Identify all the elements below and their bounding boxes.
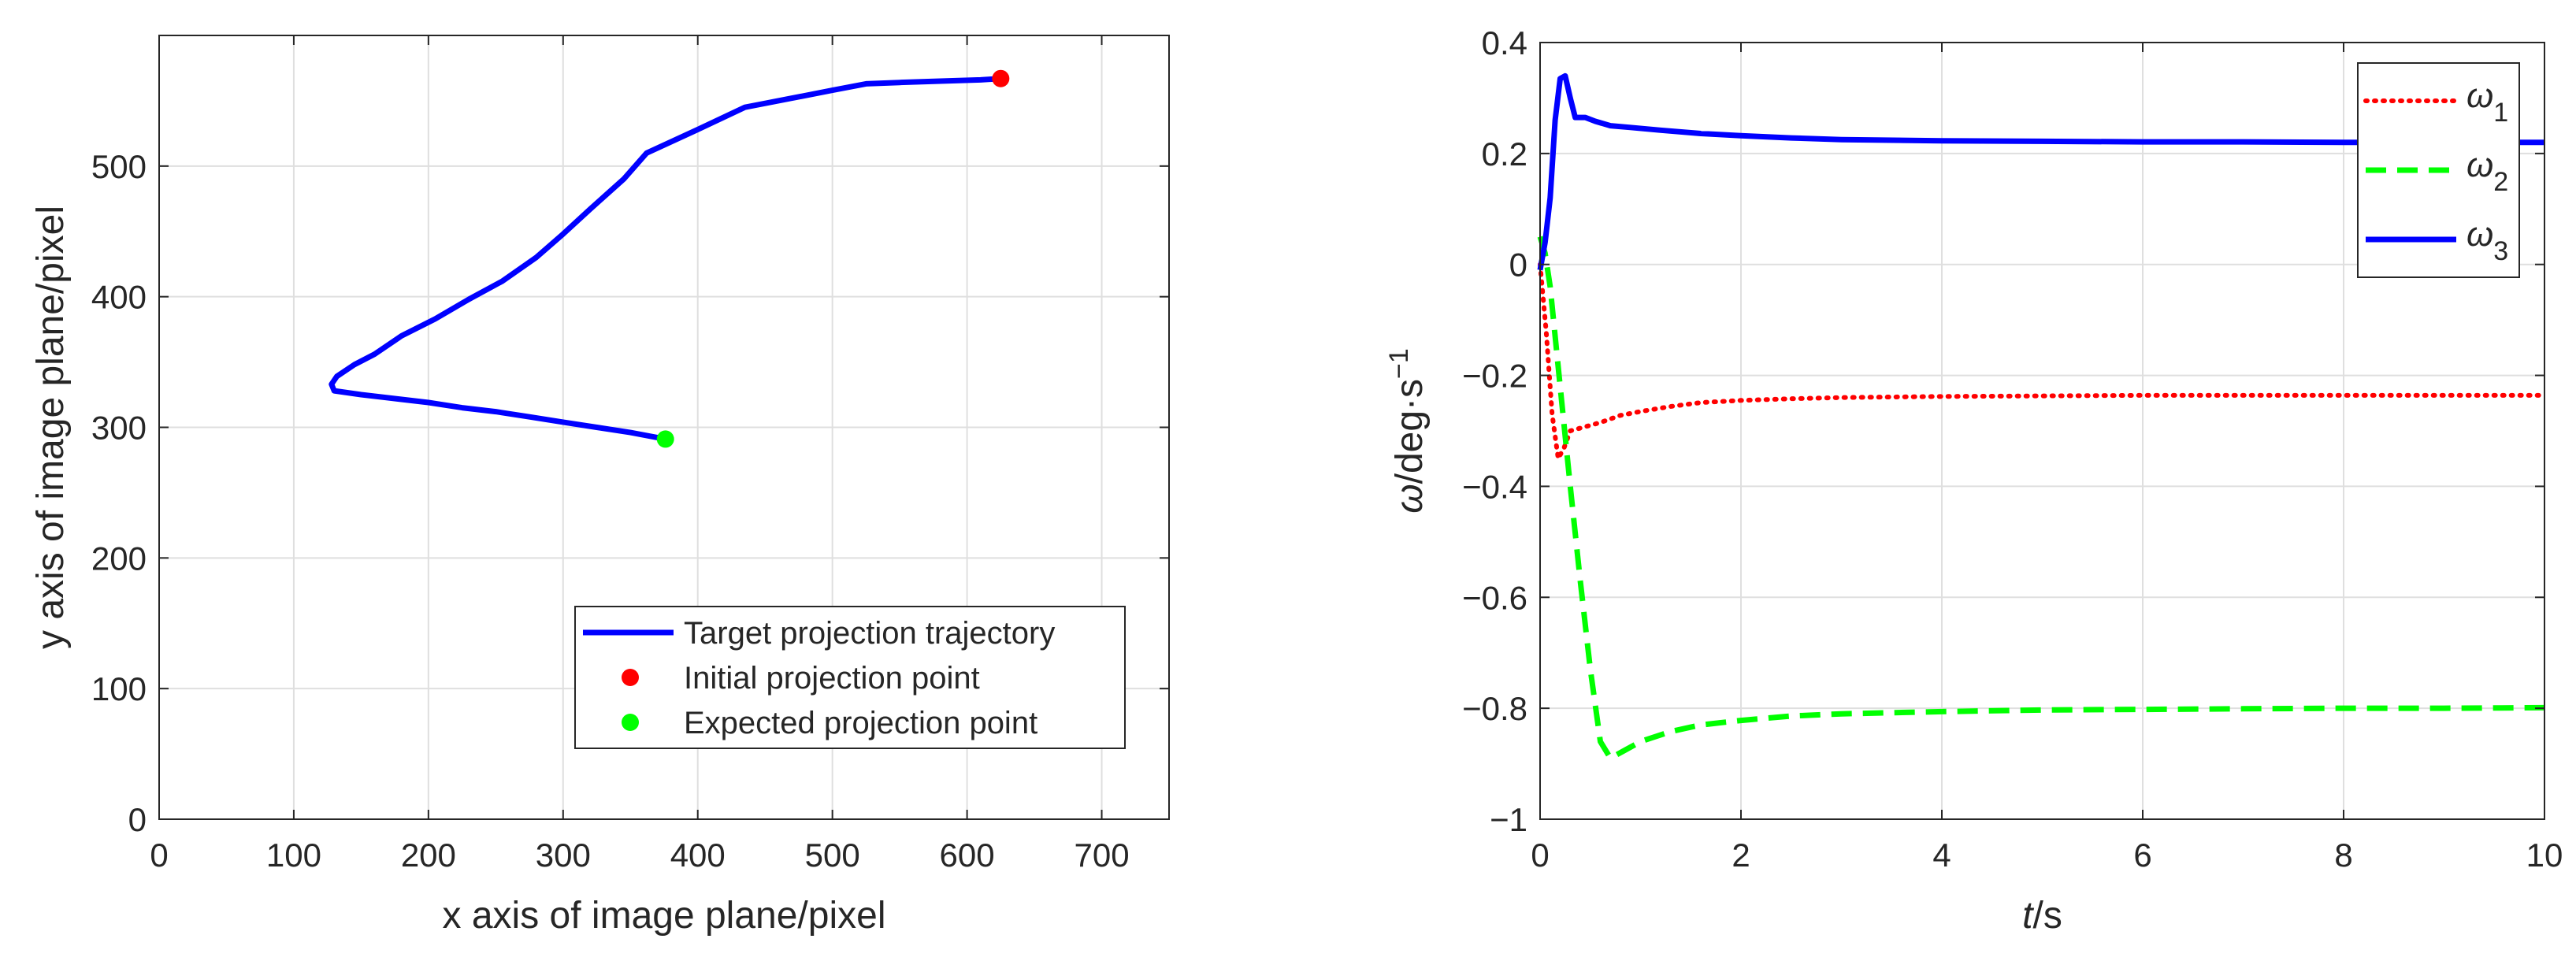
omega-x-tick-label: 4	[1932, 837, 1951, 874]
trajectory-chart: 0 100 200 300 400 500 600 700 0 100 200 300 400 500 x…	[30, 35, 1170, 937]
trajectory-legend-marker-2	[622, 714, 639, 731]
trajectory-x-tick-label: 400	[670, 837, 726, 874]
omega-y-tick-label: −0.2	[1462, 358, 1527, 395]
trajectory-x-tick-label: 0	[150, 837, 168, 874]
omega-axes-frame	[1539, 42, 2545, 820]
omega-legend-label-2: ω3	[2467, 215, 2508, 266]
omega-legend-label-0: ω1	[2467, 76, 2508, 128]
omega-x-axis-label: t/s	[2022, 895, 2062, 937]
trajectory-grid	[158, 35, 1169, 820]
omega-y-tick-label: −1	[1490, 801, 1527, 838]
omega-y-tick-label: −0.8	[1462, 690, 1527, 727]
omega-y-label-rest: /deg·s	[1389, 379, 1431, 484]
trajectory-y-tick-label: 0	[128, 801, 147, 838]
trajectory-plot-area	[328, 69, 1010, 448]
omega-y-tick-label: −0.6	[1462, 579, 1527, 616]
omega-legend: ω1 ω2 ω3	[2357, 62, 2520, 278]
omega-series-line-0	[1538, 262, 2547, 462]
trajectory-y-tick-label: 300	[91, 410, 147, 447]
omega-legend-label-1: ω2	[2467, 146, 2508, 197]
omega-x-tick-label: 2	[1732, 837, 1750, 874]
omega-y-label-italic: ω	[1389, 484, 1431, 513]
trajectory-y-tick-label: 100	[91, 670, 147, 707]
trajectory-y-tick-label: 500	[91, 148, 147, 185]
trajectory-legend-label-2: Expected projection point	[684, 706, 1037, 740]
omega-series-line-2	[1537, 72, 2544, 271]
trajectory-y-tick-label: 400	[91, 279, 147, 316]
trajectory-legend-label-1: Initial projection point	[684, 661, 980, 696]
trajectory-legend: Target projection trajectory Initial proj…	[574, 606, 1126, 749]
trajectory-y-tick-label: 200	[91, 540, 147, 577]
angular-velocity-chart: 0 2 4 6 8 10 −1 −0.8 −0.6 −0.4 −0.2 0 0.2 0.4 t/s ω/d…	[1384, 24, 2563, 937]
omega-x-tick-label: 0	[1531, 837, 1549, 874]
trajectory-marker-1	[992, 69, 1010, 87]
trajectory-x-tick-label: 600	[940, 837, 995, 874]
trajectory-ticks: 0 100 200 300 400 500 600 700 0 100 200 300 400 500	[91, 35, 1169, 874]
trajectory-legend-label-0: Target projection trajectory	[684, 616, 1055, 651]
omega-series-line-1	[1537, 236, 2545, 761]
omega-x-label-italic: t	[2022, 895, 2034, 937]
omega-plot-area	[1537, 72, 2547, 761]
trajectory-x-tick-label: 100	[266, 837, 321, 874]
trajectory-x-tick-label: 700	[1074, 837, 1129, 874]
omega-y-tick-label: 0.2	[1482, 135, 1527, 173]
trajectory-series-line-0	[328, 76, 1001, 442]
omega-y-tick-label: 0.4	[1482, 24, 1527, 61]
omega-x-tick-label: 8	[2334, 837, 2352, 874]
omega-y-label-sup: −1	[1384, 348, 1414, 379]
trajectory-x-tick-label: 300	[536, 837, 591, 874]
omega-y-tick-label: −0.4	[1462, 468, 1527, 505]
trajectory-marker-2	[656, 430, 674, 448]
trajectory-x-tick-label: 500	[805, 837, 860, 874]
trajectory-y-axis-label: y axis of image plane/pixel	[30, 206, 72, 649]
omega-ticks: 0 2 4 6 8 10 −1 −0.8 −0.6 −0.4 −0.2 0 0.2 0.4	[1462, 24, 2563, 874]
trajectory-legend-marker-1	[622, 669, 639, 686]
omega-y-tick-label: 0	[1509, 247, 1527, 284]
trajectory-x-axis-label: x axis of image plane/pixel	[443, 895, 886, 937]
omega-x-tick-label: 10	[2526, 837, 2563, 874]
trajectory-x-tick-label: 200	[401, 837, 456, 874]
omega-x-label-rest: /s	[2033, 895, 2062, 937]
omega-x-tick-label: 6	[2133, 837, 2151, 874]
omega-y-axis-label: ω/deg·s−1	[1384, 348, 1431, 514]
